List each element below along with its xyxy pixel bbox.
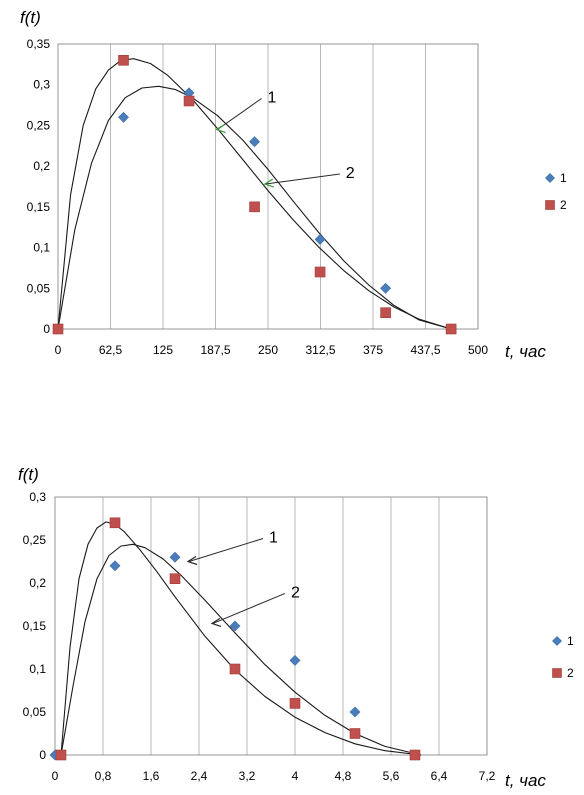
chart1-fit-curve-2	[57, 58, 452, 330]
chart2-series-1-point	[229, 620, 241, 632]
chart2-x-tick-label: 4	[292, 769, 299, 783]
chart2-annotation-arrow	[212, 592, 286, 624]
chart2-annotation-label: 1	[269, 530, 278, 547]
chart2-legend-label-2: 2	[567, 666, 574, 680]
chart2-x-tick-label: 1,6	[143, 769, 160, 783]
chart1-annotation-label: 2	[346, 165, 355, 182]
chart2-y-tick-label: 0,15	[23, 619, 47, 633]
chart1-series-2-point	[380, 307, 391, 319]
chart2-legend-marker-2	[552, 668, 562, 678]
chart2-legend-label-1: 1	[567, 634, 574, 648]
chart1-y-tick-label: 0	[43, 322, 50, 336]
chart2-x-tick-label: 4,8	[335, 769, 352, 783]
chart1-y-tick-label: 0,1	[33, 241, 50, 255]
chart2-series-1-point	[349, 706, 361, 718]
chart1-annotation-label: 1	[268, 90, 277, 107]
chart1-x-tick-label: 62,5	[99, 343, 123, 357]
chart2-y-axis-label: f(t)	[18, 465, 39, 484]
chart1-annotation-arrowhead	[263, 178, 274, 188]
chart2-plot-frame	[54, 496, 488, 756]
chart2-annotation-label: 2	[291, 584, 300, 601]
chart2-series-2-point	[169, 573, 181, 585]
chart2-x-tick-label: 5,6	[383, 769, 400, 783]
chart2-series-2-point	[229, 663, 241, 675]
chart1-legend-label-1: 1	[560, 171, 567, 185]
chart1-x-tick-label: 500	[468, 343, 488, 357]
chart2-legend-marker-1	[552, 636, 562, 646]
chart1-series-2-point	[249, 201, 260, 213]
chart2-series-2-point	[55, 749, 67, 761]
chart2-series-2-point	[289, 698, 301, 709]
chart1-x-tick-label: 125	[153, 343, 173, 357]
chart2-y-tick-label: 0,05	[23, 705, 47, 719]
chart2-x-tick-label: 3,2	[239, 769, 256, 783]
chart2-annotation-arrowhead	[186, 555, 198, 566]
chart1-x-tick-label: 312,5	[305, 343, 335, 357]
chart2-series-2-point	[109, 517, 121, 529]
chart2-series-2-point	[349, 728, 361, 739]
chart2-series-1-point	[109, 560, 121, 572]
chart1-series-2-point	[52, 323, 64, 335]
chart1-x-axis-label: t, час	[505, 342, 546, 361]
chart1-annotation-arrowhead	[215, 123, 226, 134]
chart1-legend-label-2: 2	[560, 198, 567, 212]
chart1-legend-marker-1	[545, 173, 555, 183]
chart2-y-tick-label: 0,3	[29, 490, 46, 504]
chart2-y-tick-label: 0	[39, 748, 46, 762]
chart1-series-1-point	[249, 136, 260, 148]
chart2-fit-curve-1	[60, 543, 422, 756]
chart2-y-tick-label: 0,1	[29, 662, 46, 676]
chart2-x-tick-label: 0,8	[95, 769, 112, 783]
chart1-series-2-point	[118, 54, 129, 66]
chart1-plot-frame	[57, 43, 479, 330]
chart1-series-2-point	[314, 266, 326, 278]
chart1-series-2-point	[183, 95, 195, 107]
chart2-x-tick-label: 7,2	[479, 769, 496, 783]
chart1-annotation-arrow	[265, 173, 340, 185]
chart2-annotation-arrowhead	[210, 617, 222, 627]
chart1-x-tick-label: 437,5	[410, 343, 440, 357]
chart1-y-axis-label: f(t)	[20, 8, 41, 27]
chart1-series-1-point	[314, 234, 326, 245]
chart1-y-tick-label: 0,2	[33, 159, 50, 173]
chart2-x-axis-label: t, час	[505, 771, 546, 790]
chart1-y-tick-label: 0,05	[27, 281, 51, 295]
chart1-series-1-point	[118, 111, 129, 123]
chart2-x-tick-label: 0	[52, 769, 59, 783]
chart1-series-1-point	[380, 282, 392, 294]
chart2-y-tick-label: 0,2	[29, 576, 46, 590]
chart2-y-tick-label: 0,25	[23, 533, 47, 547]
chart2-x-tick-label: 6,4	[431, 769, 448, 783]
chart1-x-tick-label: 375	[363, 343, 383, 357]
chart1-y-tick-label: 0,35	[27, 37, 51, 51]
chart1-fit-curve-1	[57, 85, 452, 330]
chart2-fit-curve-2	[60, 521, 422, 756]
chart2-x-tick-label: 2,4	[191, 769, 208, 783]
chart1-x-tick-label: 187,5	[200, 343, 230, 357]
chart2-series-2-point	[409, 749, 421, 761]
chart1-annotation-arrow	[217, 98, 262, 130]
chart1-y-tick-label: 0,3	[33, 78, 50, 92]
chart2-annotation-arrow	[188, 538, 264, 562]
chart2-series-1-point	[169, 551, 181, 563]
chart1-x-tick-label: 0	[55, 343, 62, 357]
chart1-x-tick-label: 250	[258, 343, 278, 357]
chart2-series-1-point	[289, 654, 301, 666]
chart1-y-tick-label: 0,15	[27, 200, 51, 214]
chart1-series-2-point	[445, 323, 457, 335]
chart1-y-tick-label: 0,25	[27, 118, 51, 132]
chart1-legend-marker-2	[545, 200, 555, 210]
